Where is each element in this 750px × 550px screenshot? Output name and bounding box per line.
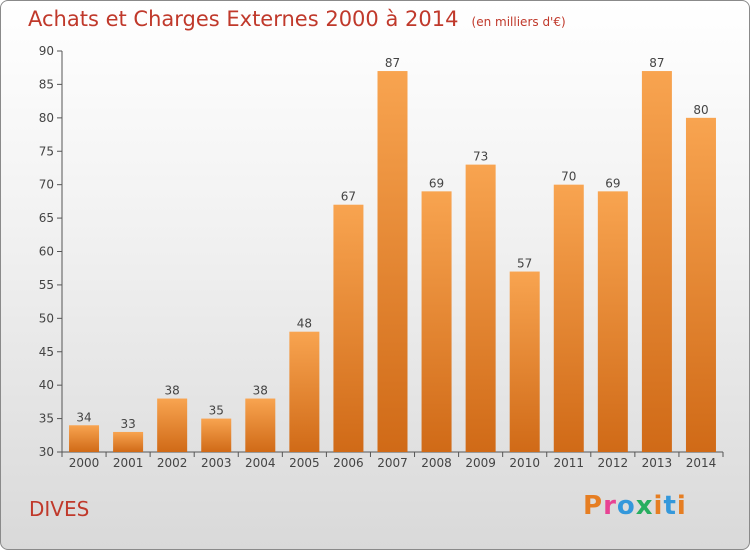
value-label: 69 <box>605 176 620 190</box>
y-tick-label: 90 <box>39 44 54 58</box>
value-label: 38 <box>253 384 268 398</box>
bar-2013 <box>641 71 672 453</box>
value-label: 87 <box>649 56 664 70</box>
chart-bars <box>69 71 716 453</box>
chart-title-block: Achats et Charges Externes 2000 à 2014 (… <box>28 7 566 31</box>
bar-2002 <box>157 398 188 452</box>
value-label: 87 <box>385 56 400 70</box>
x-tick-label: 2011 <box>553 456 584 470</box>
commune-name: DIVES <box>29 497 90 521</box>
value-label: 57 <box>517 257 532 271</box>
bar-2006 <box>333 204 364 452</box>
x-tick-label: 2003 <box>201 456 232 470</box>
y-tick-label: 75 <box>39 144 54 158</box>
x-tick-label: 2005 <box>289 456 320 470</box>
bar-2007 <box>377 71 408 453</box>
logo-letter: r <box>603 491 617 521</box>
value-label: 48 <box>297 317 312 331</box>
bar-2012 <box>597 191 628 452</box>
value-label: 67 <box>341 190 356 204</box>
chart-labels: 2000 34 2001 33 2002 38 2003 35 2004 38 2005 48 2006… <box>69 56 716 470</box>
bar-2004 <box>245 398 276 452</box>
y-tick-label: 30 <box>39 445 54 459</box>
y-tick-label: 60 <box>39 245 54 259</box>
value-label: 73 <box>473 150 488 164</box>
value-label: 38 <box>165 384 180 398</box>
y-tick-label: 85 <box>39 77 54 91</box>
logo-letter: i <box>676 491 687 521</box>
y-tick-label: 40 <box>39 378 54 392</box>
x-tick-label: 2001 <box>113 456 144 470</box>
value-label: 33 <box>120 417 135 431</box>
bar-2011 <box>553 184 584 452</box>
value-label: 35 <box>209 404 224 418</box>
x-tick-label: 2014 <box>686 456 717 470</box>
y-tick-label: 50 <box>39 311 54 325</box>
chart-subtitle: (en milliers d'€) <box>471 15 566 29</box>
bar-2014 <box>685 117 716 452</box>
bar-2000 <box>69 425 100 452</box>
bar-2008 <box>421 191 452 452</box>
x-tick-label: 2000 <box>69 456 100 470</box>
x-tick-label: 2008 <box>421 456 452 470</box>
x-tick-label: 2012 <box>598 456 629 470</box>
value-label: 69 <box>429 176 444 190</box>
y-tick-label: 80 <box>39 111 54 125</box>
proxiti-logo: Proxiti <box>583 491 687 521</box>
logo-letter: x <box>635 491 654 521</box>
x-tick-label: 2006 <box>333 456 364 470</box>
bar-2001 <box>113 431 144 452</box>
bar-2003 <box>201 418 232 452</box>
logo-letter: P <box>583 491 604 521</box>
chart-title: Achats et Charges Externes 2000 à 2014 <box>28 7 459 31</box>
value-label: 34 <box>76 410 91 424</box>
logo-letter: o <box>616 491 636 521</box>
bar-2009 <box>465 164 496 452</box>
chart-axes: 30 35 40 45 50 55 60 65 70 75 80 85 90 <box>39 44 724 459</box>
bar-2005 <box>289 331 320 452</box>
x-tick-label: 2010 <box>509 456 540 470</box>
logo-letter: i <box>653 491 664 521</box>
y-tick-label: 65 <box>39 211 54 225</box>
value-label: 70 <box>561 170 576 184</box>
logo-letter: t <box>663 491 677 521</box>
x-tick-label: 2007 <box>377 456 408 470</box>
x-tick-label: 2013 <box>642 456 673 470</box>
y-tick-label: 55 <box>39 278 54 292</box>
x-tick-label: 2004 <box>245 456 276 470</box>
value-label: 80 <box>693 103 708 117</box>
y-tick-label: 45 <box>39 345 54 359</box>
x-tick-label: 2002 <box>157 456 188 470</box>
y-tick-label: 70 <box>39 178 54 192</box>
x-tick-label: 2009 <box>465 456 496 470</box>
y-tick-label: 35 <box>39 412 54 426</box>
bar-2010 <box>509 271 540 452</box>
